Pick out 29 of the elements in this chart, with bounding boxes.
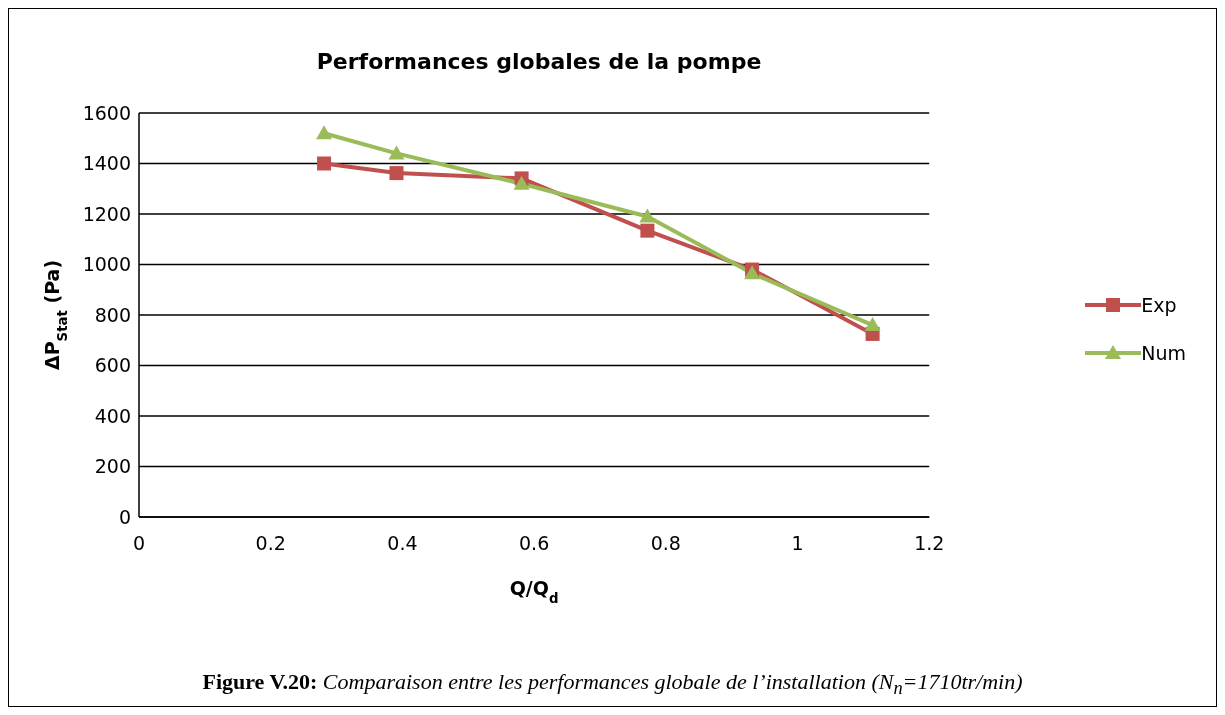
legend-label: Num: [1141, 342, 1186, 364]
point: [639, 208, 656, 223]
y-tick-label: 1200: [82, 202, 131, 225]
y-tick-label: 1600: [82, 101, 131, 124]
y-tick-label: 800: [94, 303, 131, 326]
point: [864, 317, 881, 332]
x-tick-label: 0.4: [387, 532, 418, 555]
x-tick-label: 0.2: [255, 532, 286, 555]
y-tick-label: 600: [94, 354, 131, 377]
y-tick-label: 1400: [82, 152, 131, 175]
x-tick-label: 1: [791, 532, 804, 555]
y-tick-label: 1000: [82, 253, 131, 276]
y-tick-label: 0: [118, 505, 131, 528]
x-tick-label: 0.8: [650, 532, 681, 555]
x-tick-label: 0.6: [519, 532, 550, 555]
legend-label: Exp: [1141, 294, 1177, 316]
chart-title: Performances globales de la pompe: [315, 49, 763, 74]
x-tick-label: 1.2: [914, 532, 945, 555]
point: [317, 156, 332, 171]
y-tick-label: 200: [94, 455, 131, 478]
point: [316, 125, 333, 140]
text: Figure V.20: Comparaison entre les performances globale de l’installation (N$_{n}$=1710tr/min): [202, 669, 1023, 699]
x-axis-title: Q/Q$_{d}$: [509, 577, 559, 606]
point: [513, 175, 530, 190]
y-tick-label: 400: [94, 404, 131, 427]
point: [640, 223, 655, 238]
x-tick-label: 0: [132, 532, 146, 555]
point: [389, 166, 404, 181]
point: [388, 145, 405, 160]
